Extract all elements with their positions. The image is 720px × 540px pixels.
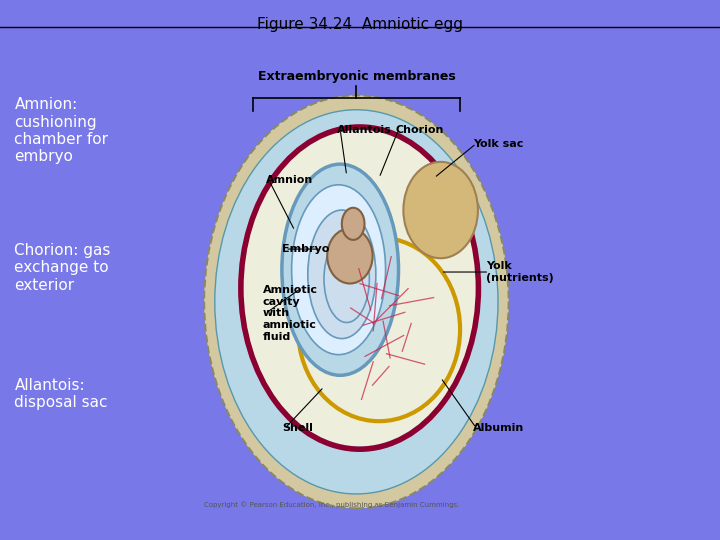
Text: Yolk sac: Yolk sac (473, 138, 523, 149)
Ellipse shape (308, 210, 376, 339)
Ellipse shape (292, 185, 386, 355)
Text: Chorion: Chorion (395, 125, 444, 135)
Ellipse shape (403, 162, 478, 258)
Text: Allantois:
disposal sac: Allantois: disposal sac (14, 378, 108, 410)
Ellipse shape (215, 110, 498, 494)
Ellipse shape (243, 130, 476, 446)
Text: Albumin: Albumin (473, 423, 524, 433)
Text: Amniotic
cavity
with
amniotic
fluid: Amniotic cavity with amniotic fluid (262, 285, 318, 341)
Text: Yolk
(nutrients): Yolk (nutrients) (486, 261, 554, 283)
Ellipse shape (324, 235, 369, 322)
Ellipse shape (282, 164, 399, 375)
Text: Amnion:
cushioning
chamber for
embryo: Amnion: cushioning chamber for embryo (14, 97, 109, 164)
Text: Extraembryonic membranes: Extraembryonic membranes (258, 70, 455, 83)
Text: Copyright © Pearson Education, Inc., publishing as Benjamin Cummings.: Copyright © Pearson Education, Inc., pub… (204, 502, 459, 509)
Text: Embryo: Embryo (282, 244, 329, 254)
Ellipse shape (342, 208, 364, 240)
Text: Chorion: gas
exchange to
exterior: Chorion: gas exchange to exterior (14, 243, 111, 293)
Ellipse shape (327, 228, 373, 284)
Text: Shell: Shell (282, 423, 312, 433)
Text: Amnion: Amnion (266, 175, 313, 185)
Ellipse shape (204, 95, 508, 509)
Text: Figure 34.24  Amniotic egg: Figure 34.24 Amniotic egg (257, 17, 463, 32)
Text: Allantois: Allantois (337, 125, 392, 135)
